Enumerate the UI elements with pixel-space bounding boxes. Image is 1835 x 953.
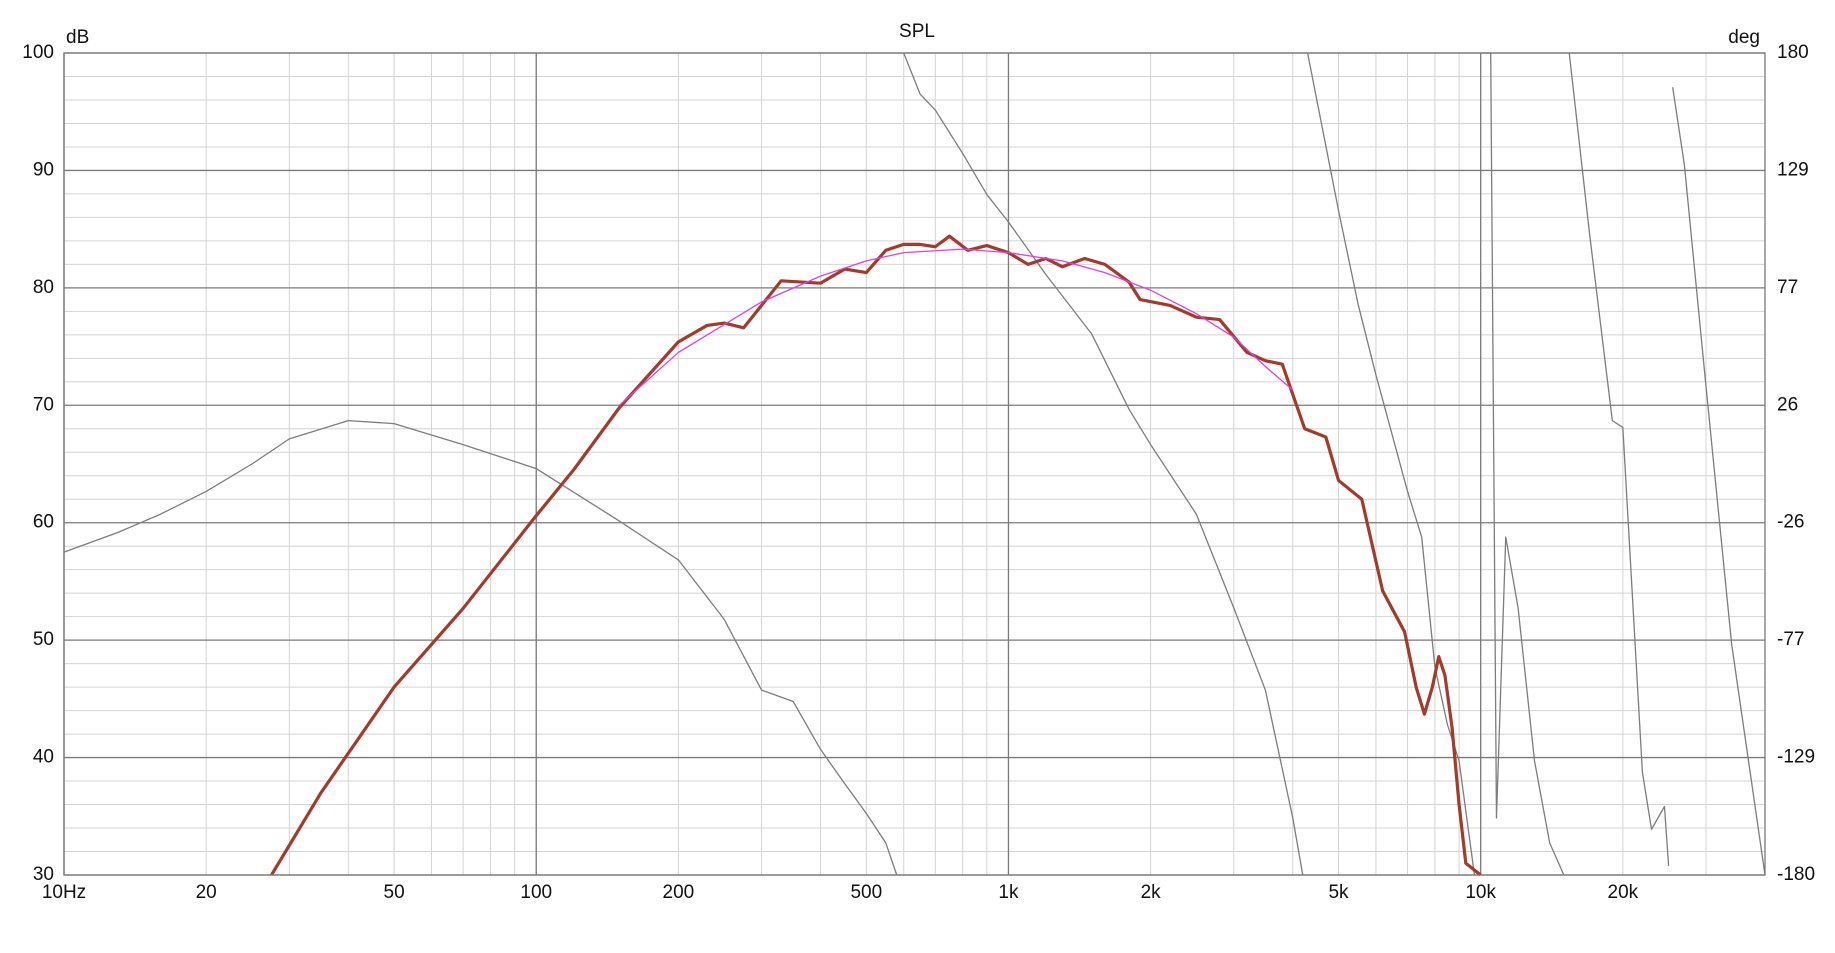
plot-area xyxy=(63,52,1766,877)
series-line xyxy=(618,248,1294,406)
y-tick-label: 30 xyxy=(33,864,54,885)
y-tick-label: 90 xyxy=(33,159,54,180)
y-axis-unit: dB xyxy=(66,27,89,48)
plot-frame xyxy=(63,52,1766,876)
y-tick-label: 60 xyxy=(33,512,54,533)
y-tick-label: 100 xyxy=(22,42,54,63)
y-tick-label: 70 xyxy=(33,394,54,415)
x-tick-label: 1k xyxy=(998,882,1019,903)
y-tick-label: 50 xyxy=(33,629,54,650)
y2-tick-label: -180 xyxy=(1777,864,1815,885)
y2-tick-label: -77 xyxy=(1777,629,1804,650)
y2-tick-label: 129 xyxy=(1777,159,1809,180)
x-tick-label: 10Hz xyxy=(42,882,86,903)
x-tick-label: 200 xyxy=(663,882,695,903)
y-tick-label: 40 xyxy=(33,747,54,768)
series-line xyxy=(270,234,1482,877)
y2-tick-label: 77 xyxy=(1777,277,1798,298)
y2-tick-label: -129 xyxy=(1777,747,1815,768)
series-line xyxy=(63,52,1766,876)
x-tick-label: 5k xyxy=(1328,882,1349,903)
y2-tick-label: 180 xyxy=(1777,42,1809,63)
x-tick-label: 20 xyxy=(196,882,217,903)
x-tick-label: 10k xyxy=(1465,882,1496,903)
x-tick-label: 2k xyxy=(1141,882,1162,903)
x-tick-label: 50 xyxy=(384,882,405,903)
chart-title: SPL xyxy=(899,21,935,42)
x-tick-label: 500 xyxy=(850,882,882,903)
x-tick-label: 20k xyxy=(1608,882,1639,903)
x-tick-label: 100 xyxy=(520,882,552,903)
y2-axis-unit: deg xyxy=(1728,27,1760,48)
y-tick-label: 80 xyxy=(33,277,54,298)
y2-tick-label: -26 xyxy=(1777,512,1804,533)
y2-tick-label: 26 xyxy=(1777,394,1798,415)
